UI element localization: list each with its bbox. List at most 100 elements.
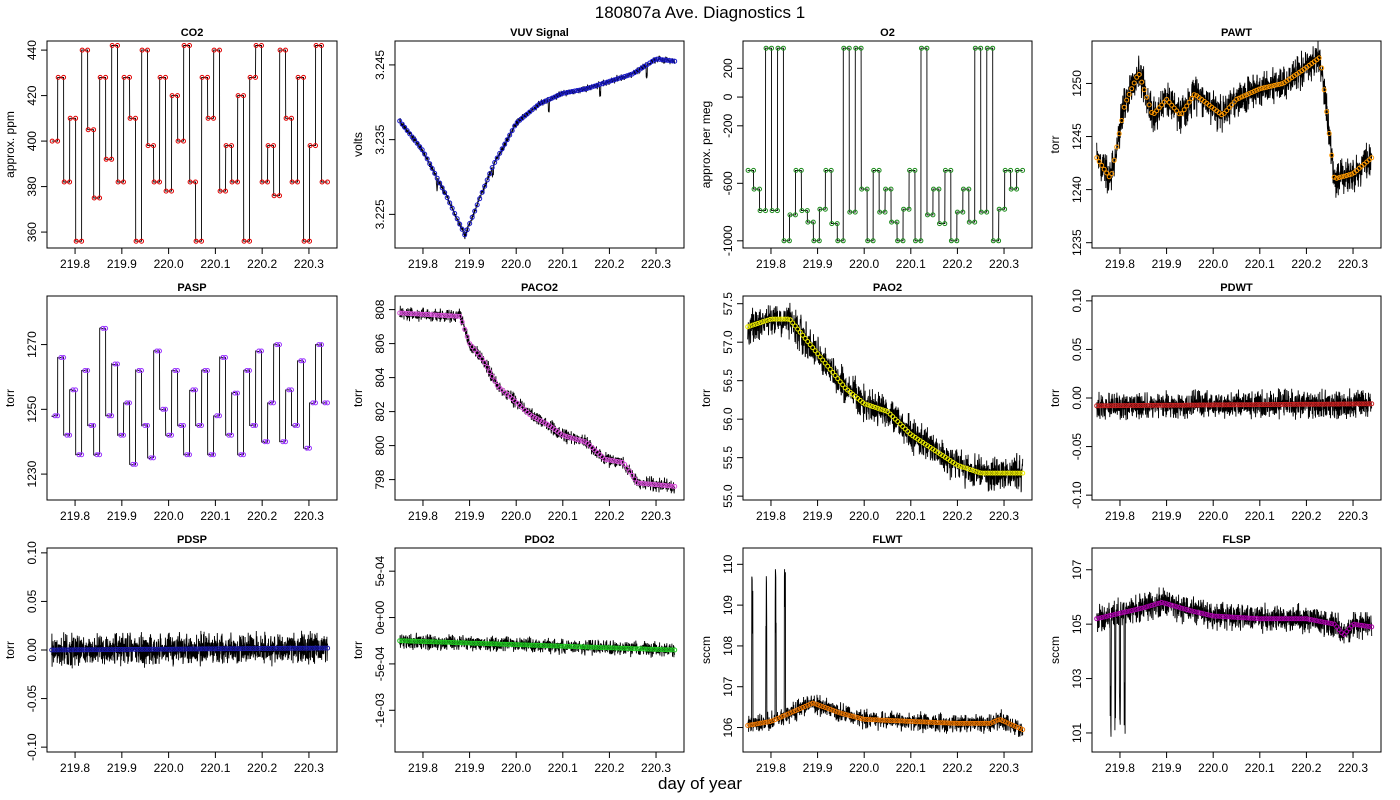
data-point	[825, 363, 831, 369]
data-point	[990, 719, 996, 725]
data-point	[489, 641, 495, 647]
data-point	[147, 646, 152, 652]
x-tick-label: 220.0	[849, 257, 879, 271]
data-point	[1281, 616, 1287, 622]
data-point	[978, 45, 984, 51]
data-point	[815, 702, 821, 708]
data-point	[442, 639, 448, 645]
data-point	[1216, 402, 1222, 408]
data-point	[1114, 611, 1120, 617]
data-point	[289, 387, 294, 393]
data-point	[659, 57, 665, 63]
data-point	[835, 709, 841, 715]
data-point	[955, 462, 961, 468]
data-point	[1169, 602, 1175, 608]
data-point	[972, 468, 978, 474]
data-point	[895, 238, 901, 244]
x-tick-label: 219.9	[455, 257, 485, 271]
data-point	[257, 646, 263, 651]
data-point	[492, 641, 498, 647]
data-point	[457, 221, 463, 227]
data-point	[94, 647, 100, 653]
data-point	[192, 646, 198, 652]
data-point	[907, 167, 913, 173]
data-point	[432, 639, 438, 645]
data-point	[664, 57, 670, 63]
x-tick-label: 219.8	[408, 509, 438, 523]
data-point	[187, 452, 192, 458]
data-point	[637, 646, 643, 652]
panel-title: PACO2	[521, 282, 558, 294]
data-point	[644, 481, 650, 487]
series-line	[399, 305, 676, 494]
data-point	[622, 462, 628, 467]
data-point	[925, 719, 931, 725]
data-point	[906, 206, 912, 212]
panel-flsp: FLSP sccm 219.8 219.9 220.0 220.1 220.2 220.3 10…	[1048, 534, 1382, 775]
data-point	[79, 452, 85, 458]
x-tick-label: 220.0	[1198, 257, 1228, 271]
data-point	[89, 647, 95, 653]
data-point	[604, 457, 610, 463]
y-tick-label: 0.05	[1070, 337, 1084, 361]
data-point	[1324, 401, 1330, 407]
data-point	[97, 195, 103, 201]
data-point	[127, 74, 132, 80]
plot-frame	[1091, 547, 1382, 753]
plot-frame	[394, 547, 685, 753]
data-point	[504, 641, 510, 647]
data-point	[912, 167, 918, 173]
data-point	[1254, 402, 1260, 408]
y-tick-label: 1240	[1070, 176, 1084, 203]
data-point	[1321, 619, 1327, 625]
data-point	[770, 718, 776, 724]
data-point	[624, 73, 630, 79]
data-point	[1104, 170, 1110, 176]
series-markers	[52, 325, 330, 467]
data-point	[822, 705, 828, 710]
data-point	[223, 355, 228, 360]
data-point	[624, 645, 630, 651]
data-point	[810, 345, 816, 351]
data-point	[1301, 616, 1307, 622]
data-point	[437, 639, 443, 645]
data-point	[295, 179, 300, 185]
x-tick-label: 220.1	[896, 509, 926, 523]
data-point	[1321, 87, 1327, 93]
series-line	[399, 632, 676, 658]
data-point	[822, 360, 828, 366]
data-point	[124, 647, 130, 652]
data-point	[522, 642, 528, 648]
data-point	[259, 43, 264, 48]
data-point	[1336, 401, 1342, 407]
data-point	[996, 206, 1002, 212]
data-point	[196, 423, 202, 428]
data-point	[612, 645, 618, 651]
y-tick-label: 1230	[25, 460, 39, 487]
data-point	[972, 219, 978, 225]
plot-frame	[394, 295, 685, 501]
data-point	[1166, 99, 1172, 105]
data-point	[319, 43, 324, 48]
data-point	[1239, 94, 1245, 100]
data-point	[984, 209, 990, 215]
x-tick-label: 220.3	[294, 257, 324, 271]
data-point	[111, 647, 117, 653]
data-point	[199, 423, 204, 428]
data-point	[627, 469, 633, 475]
data-point	[151, 455, 156, 461]
data-point	[132, 646, 137, 652]
data-point	[751, 186, 757, 192]
data-point	[935, 720, 941, 726]
data-point	[1179, 605, 1185, 611]
data-point	[157, 348, 162, 354]
data-point	[792, 708, 798, 714]
data-point	[1241, 615, 1247, 621]
data-point	[106, 647, 112, 653]
data-point	[579, 644, 585, 650]
data-point	[1012, 723, 1018, 729]
data-point	[319, 342, 324, 348]
y-tick-label: 109	[721, 595, 735, 615]
y-tick-label: 808	[373, 299, 387, 319]
data-point	[67, 432, 73, 438]
